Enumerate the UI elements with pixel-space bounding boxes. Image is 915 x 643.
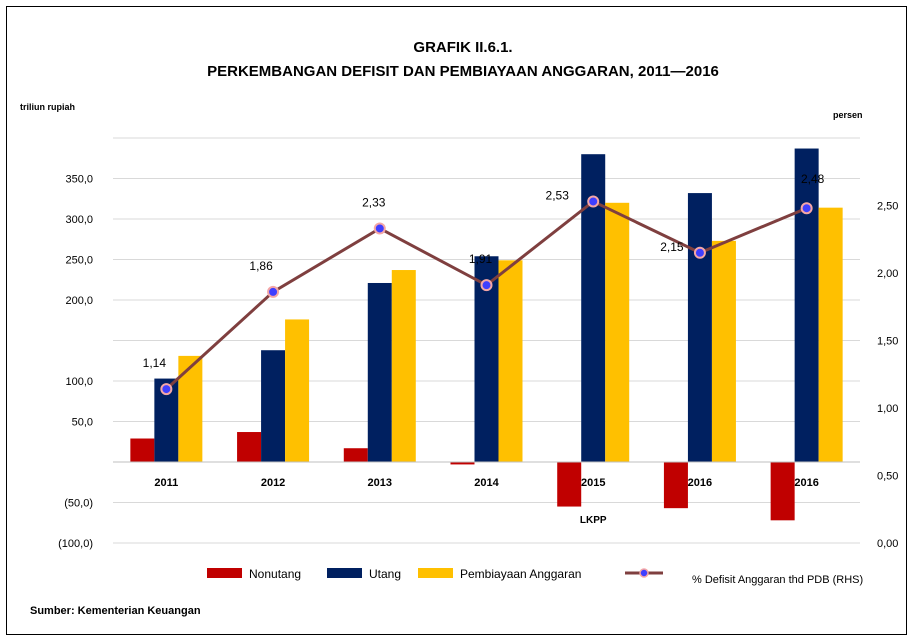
deficit-data-label: 2,15 (660, 240, 684, 254)
axes: 350,0 300,0 250,0 200,0 100,0 50,0 (50,0) (100,… (58, 174, 898, 551)
category-label: 2011 (154, 477, 178, 489)
right-tick-label: 0,00 (877, 538, 898, 550)
category-note: LKPP (580, 515, 607, 526)
right-axis-label: persen (833, 110, 863, 120)
legend-label: Utang (369, 567, 401, 581)
category-label: 2016 (794, 477, 818, 489)
bar-nonutang (343, 448, 368, 462)
bar-utang (687, 193, 712, 462)
deficit-data-label: 1,91 (469, 252, 493, 266)
bar-pembiayaan-anggaran (498, 260, 523, 462)
source-note: Sumber: Kementerian Keuangan (30, 605, 201, 617)
bar-utang (261, 350, 286, 462)
deficit-point (267, 285, 280, 298)
deficit-data-label: 2,53 (546, 188, 570, 202)
legend-swatch (418, 568, 453, 578)
bar-nonutang (663, 462, 688, 509)
deficit-point (800, 202, 813, 215)
legend-label: % Defisit Anggaran thd PDB (RHS) (692, 574, 863, 586)
bar-pembiayaan-anggaran (711, 240, 736, 462)
bar-nonutang (237, 432, 262, 462)
bar-nonutang (450, 462, 475, 465)
category-label: 2012 (261, 477, 285, 489)
left-tick-label: 250,0 (65, 255, 93, 267)
right-tick-label: 0,50 (877, 471, 898, 483)
chart-title: GRAFIK II.6.1. (413, 39, 512, 56)
deficit-point (373, 222, 386, 235)
deficit-point (693, 246, 706, 259)
bar-nonutang (557, 462, 582, 507)
bar-pembiayaan-anggaran (391, 270, 416, 462)
right-tick-label: 2,50 (877, 201, 898, 213)
right-tick-label: 1,50 (877, 336, 898, 348)
deficit-line: 1,14 1,86 2,33 1,91 2,53 2,15 2,48 (143, 172, 825, 396)
left-tick-label: 100,0 (65, 376, 93, 388)
deficit-data-label: 1,86 (249, 259, 273, 273)
bar-utang (794, 148, 819, 462)
left-axis-label: triliun rupiah (20, 102, 75, 112)
bar-pembiayaan-anggaran (818, 207, 843, 462)
deficit-point (160, 383, 173, 396)
category-label: 2015 (581, 477, 605, 489)
deficit-point (587, 195, 600, 208)
left-tick-label: 50,0 (72, 417, 93, 429)
category-label: 2013 (368, 477, 392, 489)
bar-pembiayaan-anggaran (605, 202, 630, 463)
deficit-data-label: 2,33 (362, 195, 386, 209)
legend-label: Nonutang (249, 567, 301, 581)
deficit-data-label: 2,48 (801, 172, 825, 186)
legend-line-marker (639, 568, 649, 578)
legend-swatch (327, 568, 362, 578)
left-tick-label: 300,0 (65, 214, 93, 226)
bar-pembiayaan-anggaran (178, 355, 203, 462)
legend-label: Pembiayaan Anggaran (460, 567, 581, 581)
bar-nonutang (130, 438, 155, 462)
right-tick-label: 1,00 (877, 403, 898, 415)
legend-swatch (207, 568, 242, 578)
legend: Nonutang Utang Pembiayaan Anggaran % Defisi… (207, 567, 863, 586)
deficit-point (480, 279, 493, 292)
category-label: 2016 (688, 477, 712, 489)
left-tick-label: (100,0) (58, 538, 93, 550)
left-tick-label: 200,0 (65, 295, 93, 307)
bars (130, 148, 843, 521)
deficit-data-label: 1,14 (143, 356, 167, 370)
chart-subtitle: PERKEMBANGAN DEFISIT DAN PEMBIAYAAN ANGG… (207, 63, 719, 80)
right-tick-label: 2,00 (877, 268, 898, 280)
bar-utang (367, 282, 392, 462)
chart-frame (6, 6, 907, 635)
bar-pembiayaan-anggaran (285, 319, 310, 462)
left-tick-label: (50,0) (64, 498, 93, 510)
bar-nonutang (770, 462, 795, 521)
left-tick-label: 350,0 (65, 174, 93, 186)
category-label: 2014 (474, 477, 499, 489)
